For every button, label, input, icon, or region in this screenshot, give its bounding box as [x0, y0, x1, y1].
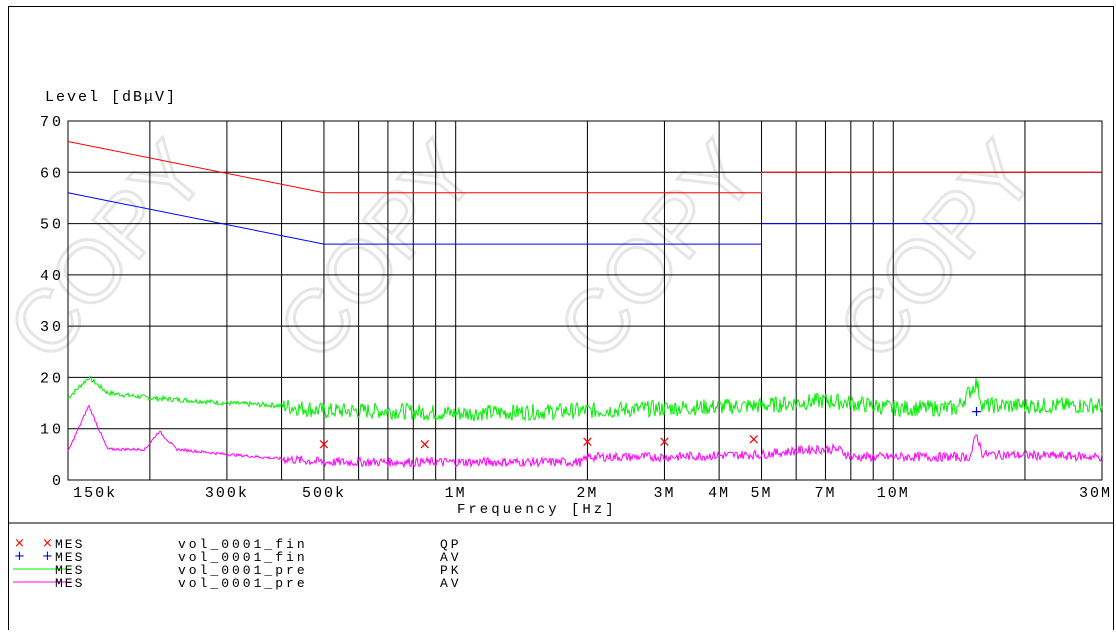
legend-row: MES vol_0001_pre PK: [13, 563, 462, 578]
x-tick-label: 500k: [302, 485, 346, 502]
legend-name: MES: [55, 537, 84, 552]
qp-marker: ×: [581, 433, 594, 451]
limit-line: [67, 192, 1102, 245]
legend-row: MES vol_0001_pre AV: [13, 576, 462, 591]
traces: [67, 375, 1103, 469]
pk-trace: [67, 375, 1103, 422]
legend-dataset: vol_0001_pre: [178, 563, 308, 578]
x-tick-label: 30M: [1079, 485, 1112, 502]
qp-marker: ×: [658, 433, 671, 451]
legend-row: + + MES vol_0001_fin AV: [14, 549, 462, 565]
grid: [67, 120, 1103, 481]
y-tick-label: 50: [40, 217, 64, 234]
qp-marker: ×: [747, 430, 760, 448]
legend-row: × × MES vol_0001_fin QP: [14, 536, 462, 552]
x-tick-label: 150k: [73, 485, 117, 502]
watermark-text: COPY: [539, 123, 775, 378]
watermark-text: COPY: [259, 123, 495, 378]
legend-name: MES: [55, 550, 84, 565]
qp-marker: ×: [419, 435, 432, 453]
chart-frame: [8, 6, 1114, 630]
x-tick-label: 10M: [877, 485, 910, 502]
y-tick-label: 20: [40, 370, 64, 387]
y-tick-label: 40: [40, 268, 64, 285]
legend-dataset: vol_0001_fin: [178, 550, 308, 565]
y-axis-label: Level [dBμV]: [45, 89, 177, 106]
x-axis-label: Frequency [Hz]: [457, 502, 617, 518]
watermark-text: COPY: [0, 123, 225, 378]
legend-detector: PK: [440, 563, 462, 578]
legend-symbol: +: [42, 549, 53, 564]
copy-watermarks: COPY COPY COPY COPY: [0, 122, 1056, 380]
watermark-text: COPY: [819, 123, 1055, 378]
x-tick-label: 3M: [653, 485, 675, 502]
final-markers: × × × × × +: [318, 404, 983, 453]
y-tick-label: 60: [40, 165, 64, 182]
legend-name: MES: [55, 576, 84, 591]
legend-dataset: vol_0001_pre: [178, 576, 308, 591]
legend-detector: QP: [440, 537, 462, 552]
x-tick-label: 5M: [751, 485, 773, 502]
legend-detector: AV: [440, 550, 462, 565]
x-tick-label: 1M: [445, 485, 467, 502]
y-tick-label: 30: [40, 319, 64, 336]
limit-lines: [67, 141, 1102, 245]
legend-marker: ×: [14, 536, 25, 551]
y-tick-label: 10: [40, 422, 64, 439]
x-tick-label: 300k: [205, 485, 249, 502]
av-marker: +: [971, 404, 983, 420]
y-tick-label: 70: [40, 114, 64, 131]
qp-marker: ×: [318, 435, 331, 453]
x-tick-label: 7M: [814, 485, 836, 502]
legend-dataset: vol_0001_fin: [178, 537, 308, 552]
x-tick-label: 2M: [576, 485, 598, 502]
legend-detector: AV: [440, 576, 462, 591]
legend-name: MES: [55, 563, 84, 578]
limit-line: [67, 141, 1102, 194]
x-tick-label: 4M: [708, 485, 730, 502]
legend-marker: +: [14, 549, 25, 564]
av-trace: [67, 404, 1103, 469]
axis-labels: 0 10 20 30 40 50 60 70 150k 300k 500k 1M 2M 3M 4M 5M 7M 1…: [40, 114, 1112, 502]
legend-symbol: ×: [42, 536, 53, 551]
y-tick-label: 0: [52, 473, 64, 490]
legend: × × MES vol_0001_fin QP+ + MES vol_0001_fin AVME…: [13, 536, 462, 591]
